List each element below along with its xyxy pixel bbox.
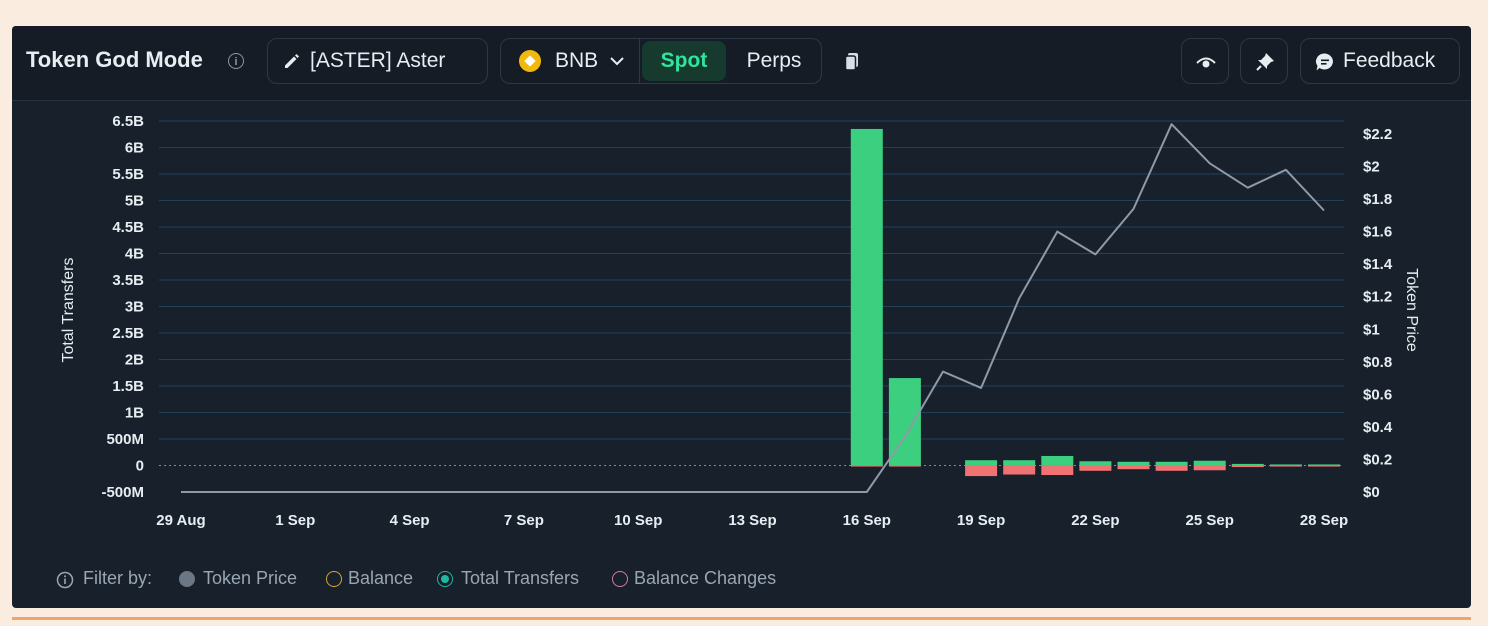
y-tick-left: 2.5B: [112, 325, 144, 342]
x-tick: 28 Sep: [1300, 512, 1348, 529]
x-tick: 4 Sep: [390, 512, 430, 529]
feedback-button[interactable]: Feedback: [1300, 38, 1460, 84]
bar-outflow: [1079, 465, 1112, 471]
filter-balance-changes-label: Balance Changes: [634, 568, 777, 588]
filter-label: Filter by:: [83, 568, 153, 588]
y-tick-left: 6.5B: [112, 113, 144, 130]
chart-bars: [850, 128, 1340, 477]
pencil-icon: [285, 54, 299, 68]
x-tick: 22 Sep: [1071, 512, 1119, 529]
x-tick: 10 Sep: [614, 512, 662, 529]
y-tick-right: $1: [1363, 321, 1380, 338]
bnb-coin-icon: [519, 50, 541, 72]
bar-outflow: [1041, 465, 1074, 476]
bar-outflow: [1269, 465, 1302, 467]
bar-inflow: [1193, 460, 1226, 466]
copy-icon[interactable]: [844, 52, 860, 72]
bar-inflow: [1079, 461, 1112, 466]
bar-inflow: [1231, 463, 1264, 466]
transfers-chart: 6.5B 6B 5.5B 5B 4.5B 4B 3.5B 3B 2.5B 2B 1.5B 1B 500M…: [60, 113, 1420, 529]
x-tick: 19 Sep: [957, 512, 1005, 529]
y-tick-right: $0.4: [1363, 419, 1393, 436]
token-price-line: [181, 123, 1325, 493]
bar-inflow: [1269, 464, 1302, 466]
bar-outflow: [850, 465, 883, 467]
tab-perps[interactable]: Perps: [746, 49, 802, 72]
y-tick-right: $0.8: [1363, 354, 1392, 371]
y-tick-right: $1.2: [1363, 289, 1392, 306]
pin-button[interactable]: [1240, 38, 1288, 84]
y-tick-right: $1.4: [1363, 256, 1393, 273]
filter-total-transfers-label: Total Transfers: [461, 568, 580, 588]
bar-inflow: [1003, 460, 1036, 466]
y-tick-left: 4B: [125, 246, 144, 263]
y-tick-left: 3.5B: [112, 272, 144, 289]
bar-outflow: [1308, 465, 1340, 467]
bottom-accent-line: [12, 617, 1471, 620]
chain-label: BNB: [555, 49, 599, 72]
y-tick-left: 1.5B: [112, 378, 144, 395]
y-tick-right: $0: [1363, 484, 1380, 501]
chart-grid: [159, 120, 1344, 466]
bar-outflow: [1231, 465, 1264, 468]
y-axis-title-left: Total Transfers: [60, 258, 77, 363]
chevron-down-icon: [610, 57, 624, 66]
page-title: Token God Mode: [26, 47, 203, 72]
watch-button[interactable]: [1181, 38, 1229, 84]
bar-inflow: [1117, 461, 1150, 466]
bar-outflow: [1117, 465, 1150, 470]
toolbar: Token God Mode i [ASTER] Aster BNB Spot …: [12, 26, 1471, 101]
y-tick-left: 0: [136, 458, 144, 475]
x-tick: 25 Sep: [1186, 512, 1234, 529]
tab-spot[interactable]: Spot: [642, 41, 726, 81]
y-tick-left: 5.5B: [112, 166, 144, 183]
bar-inflow: [1155, 461, 1188, 466]
y-tick-right: $2: [1363, 159, 1380, 176]
y-tick-right: $1.8: [1363, 191, 1392, 208]
bar-inflow: [1308, 464, 1340, 466]
x-tick: 1 Sep: [275, 512, 315, 529]
chat-bubble-icon: [1316, 53, 1333, 71]
y-tick-right: $0.6: [1363, 386, 1392, 403]
y-tick-right: $2.2: [1363, 126, 1392, 143]
info-icon: [56, 571, 74, 589]
y-tick-left: 6B: [125, 140, 144, 157]
bar-outflow: [1003, 465, 1036, 475]
y-tick-left: 4.5B: [112, 219, 144, 236]
bar-outflow: [1193, 465, 1226, 471]
token-god-mode-panel: Token God Mode i [ASTER] Aster BNB Spot …: [12, 26, 1471, 608]
feedback-label: Feedback: [1343, 49, 1436, 72]
y-tick-left: 1B: [125, 405, 144, 422]
y-axis-title-right: Token Price: [1403, 268, 1420, 352]
y-tick-right: $1.6: [1363, 224, 1392, 241]
filter-balance-label: Balance: [348, 568, 414, 588]
eye-icon: [1196, 57, 1216, 68]
chart-price-line: [181, 123, 1325, 493]
info-icon[interactable]: i: [228, 53, 244, 69]
market-type-toggle: Spot Perps: [639, 38, 822, 84]
bar-inflow: [965, 460, 998, 466]
y-tick-left: 500M: [106, 431, 144, 448]
bar-inflow: [850, 128, 883, 466]
x-tick: 7 Sep: [504, 512, 544, 529]
chain-selector-button[interactable]: BNB: [500, 38, 640, 84]
y-tick-left: -500M: [101, 484, 144, 501]
bar-inflow: [1041, 455, 1074, 466]
x-tick: 29 Aug: [156, 512, 205, 529]
bar-outflow: [888, 465, 921, 467]
y-tick-left: 5B: [125, 193, 144, 210]
x-tick: 13 Sep: [728, 512, 776, 529]
filter-token-price-label: Token Price: [203, 568, 298, 588]
chart-ticks: 6.5B 6B 5.5B 5B 4.5B 4B 3.5B 3B 2.5B 2B 1.5B 1B 500M…: [101, 113, 1392, 529]
bar-outflow: [1155, 465, 1188, 471]
y-tick-left: 2B: [125, 352, 144, 369]
bar-outflow: [965, 465, 998, 477]
pin-icon: [1256, 53, 1274, 71]
y-tick-left: 3B: [125, 299, 144, 316]
token-selector-button[interactable]: [ASTER] Aster: [267, 38, 488, 84]
token-label: [ASTER] Aster: [310, 49, 446, 72]
x-tick: 16 Sep: [843, 512, 891, 529]
y-tick-right: $0.2: [1363, 451, 1392, 468]
